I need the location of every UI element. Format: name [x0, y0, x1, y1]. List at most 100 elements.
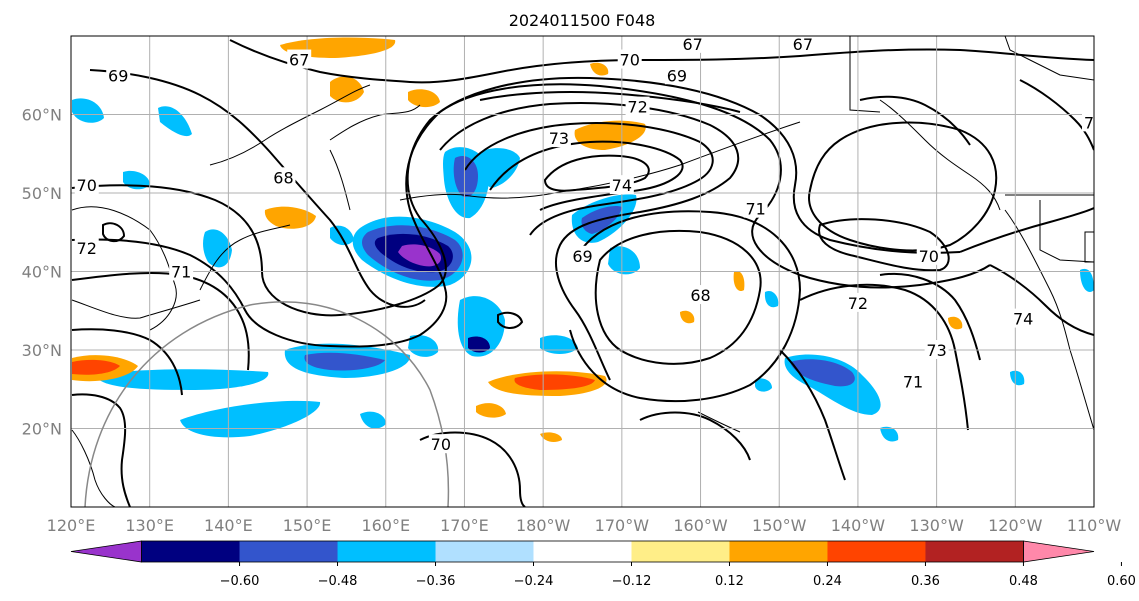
negative-anomaly-region [330, 225, 354, 246]
negative-anomaly-region [880, 426, 899, 442]
colorbar-segment [435, 541, 535, 562]
colorbar-extend-high [1023, 540, 1095, 563]
longitude-tick-label: 130°E [125, 516, 174, 535]
colorbar-tick-label: −0.36 [416, 574, 456, 589]
colorbar-segment [533, 541, 632, 562]
longitude-tick-label: 120°W [988, 516, 1043, 535]
height-contour [71, 83, 991, 348]
negative-anomaly-region [408, 334, 439, 357]
contour-label-background [546, 128, 571, 148]
contour-label-background [743, 198, 768, 218]
contour-label-background [570, 245, 595, 265]
contour-label: 71 [171, 263, 191, 282]
longitude-tick-label: 120°E [47, 516, 96, 535]
height-contour [859, 95, 971, 146]
longitude-tick-label: 160°W [673, 516, 728, 535]
coastline [71, 429, 116, 507]
longitude-tick-label: 150°E [283, 516, 332, 535]
height-contour [779, 349, 846, 481]
colorbar-segment [631, 541, 730, 562]
contour-label: 69 [572, 247, 592, 266]
negative-anomaly-region [478, 148, 520, 188]
map-title: 2024011500 F048 [509, 11, 656, 30]
longitude-tick-label: 140°E [204, 516, 253, 535]
colorbar-tick-label: 0.60 [1107, 574, 1136, 589]
contour-label-background [287, 49, 312, 69]
negative-anomaly-region [608, 246, 640, 275]
contour-label-background [625, 96, 650, 116]
longitude-tick-label: 170°W [595, 516, 650, 535]
colorbar-tick-label: 0.12 [715, 574, 744, 589]
height-contour [489, 140, 684, 211]
height-contour [464, 121, 714, 236]
height-contour [479, 91, 741, 113]
negative-anomaly-region [468, 336, 490, 353]
border-line [1084, 231, 1094, 263]
contour-label-background [790, 36, 815, 53]
height-contour [497, 311, 524, 329]
longitude-tick-label: 110°W [1067, 516, 1122, 535]
colorbar-extend-low [70, 540, 142, 563]
contour-label: 67 [289, 51, 309, 70]
height-contour [818, 218, 950, 272]
height-contour [543, 154, 650, 192]
positive-anomaly-region [948, 316, 963, 330]
contour-label-background [916, 245, 941, 265]
height-contour-layer [71, 39, 1094, 507]
height-contour [808, 121, 998, 252]
latitude-tick-label: 20°N [22, 420, 62, 439]
height-contour [989, 264, 1094, 336]
positive-anomaly-region [330, 76, 364, 103]
colorbar-tick-label: 0.24 [813, 574, 842, 589]
longitude-tick-label: 170°E [440, 516, 489, 535]
contour-label: 70 [620, 51, 640, 70]
longitude-tick-label: 180°W [516, 516, 571, 535]
latitude-tick-label: 40°N [22, 263, 62, 282]
colorbar-tick-label: 0.36 [911, 574, 940, 589]
contour-label: 74 [1013, 310, 1033, 329]
contour-label: 73 [549, 129, 569, 148]
contour-label: 72 [77, 239, 97, 258]
colorbar-tick-label: −0.48 [318, 574, 358, 589]
contour-label-background [169, 261, 194, 281]
colorbar-segment [141, 541, 241, 562]
contour-label: 72 [848, 294, 868, 313]
latitude-tick-label: 50°N [22, 184, 62, 203]
contour-label-background [924, 340, 949, 359]
negative-anomaly-region [203, 229, 232, 268]
height-contour [1019, 79, 1094, 151]
colorbar-tick-label: 0.48 [1009, 574, 1038, 589]
contour-label-background [901, 371, 926, 391]
contour-label-background [680, 36, 705, 53]
positive-anomaly-region [72, 359, 120, 375]
coastline [71, 299, 201, 319]
map-frame [70, 35, 1095, 508]
colorbar-tick-label: −0.60 [220, 574, 260, 589]
graticule-grid [71, 36, 1094, 507]
positive-anomaly-region [680, 310, 695, 324]
contour-label: 67 [793, 35, 813, 54]
contour-label-background [609, 175, 634, 195]
border-line [849, 36, 881, 113]
positive-anomaly-region [476, 403, 506, 418]
positive-anomaly-region [514, 374, 595, 390]
longitude-tick-label: 160°E [361, 516, 410, 535]
coastline [329, 149, 351, 211]
colorbar-segment [827, 541, 926, 562]
coastline [209, 84, 371, 166]
positive-anomaly-region [590, 62, 609, 76]
contour-label-background [664, 65, 689, 85]
height-contour [594, 229, 762, 365]
positive-anomaly-region [733, 270, 745, 292]
contour-label: 67 [682, 35, 702, 54]
longitude-tick-label: 150°W [752, 516, 807, 535]
negative-anomaly-region [540, 335, 578, 354]
contour-label-background [74, 237, 99, 257]
height-contour [419, 431, 526, 507]
height-contour [71, 393, 131, 507]
colorbar-segment [337, 541, 437, 562]
colorbar-segment [239, 541, 339, 562]
